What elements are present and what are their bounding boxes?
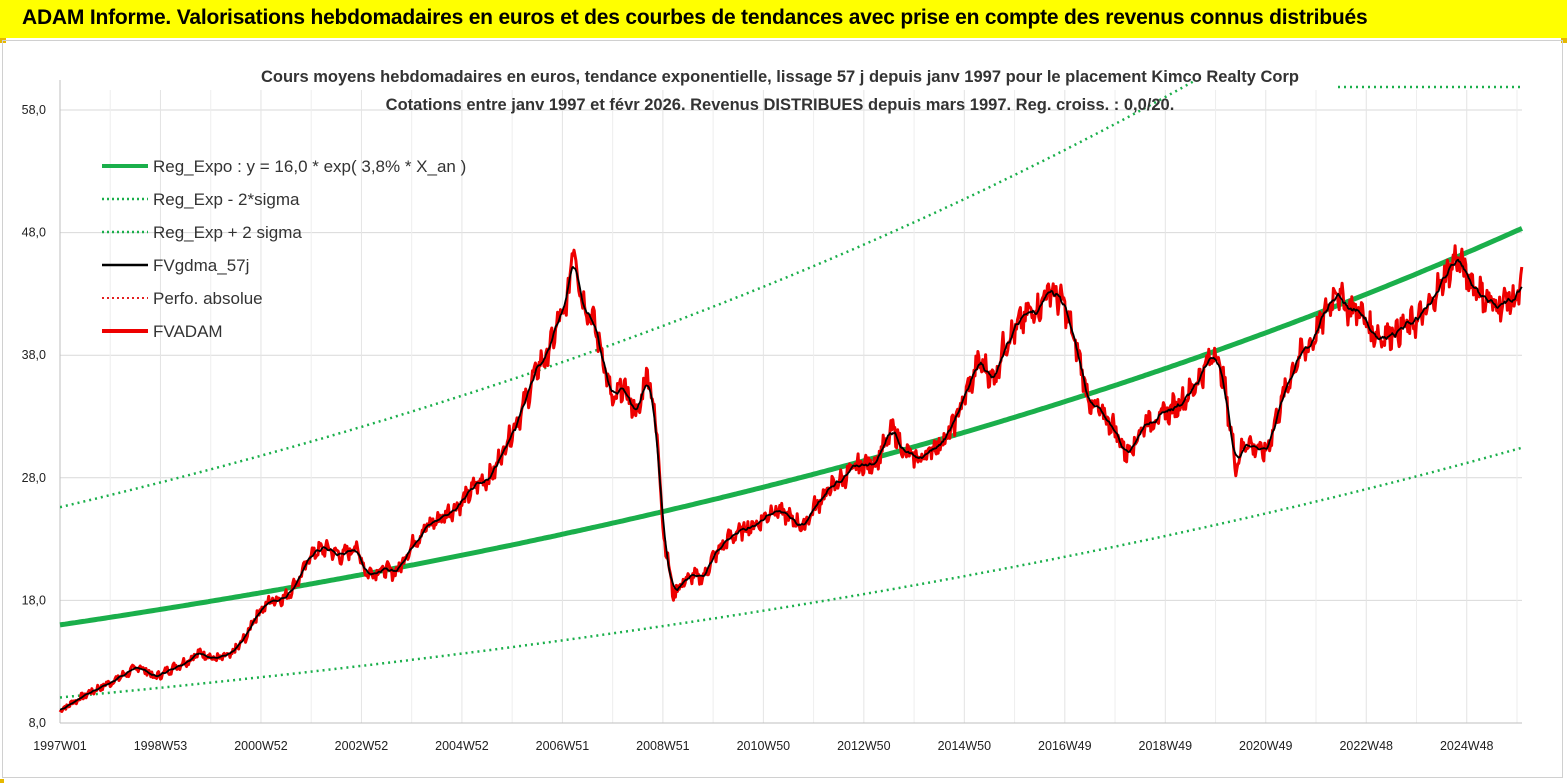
grid-lines bbox=[59, 80, 1522, 724]
y-tick-label: 48,0 bbox=[22, 226, 46, 240]
series-reg-expo bbox=[59, 226, 1524, 628]
x-tick-label: 2002W52 bbox=[335, 739, 389, 753]
legend-label: Reg_Exp + 2 sigma bbox=[153, 223, 302, 242]
y-tick-label: 18,0 bbox=[22, 593, 46, 607]
legend-label: FVADAM bbox=[153, 322, 223, 341]
accent-bar-right bbox=[1561, 38, 1567, 43]
x-tick-label: 2014W50 bbox=[938, 739, 992, 753]
y-tick-label: 58,0 bbox=[22, 103, 46, 117]
y-axis-ticks: 8,0 18,0 28,0 38,0 48,0 58,0 bbox=[22, 103, 46, 730]
y-tick-label: 8,0 bbox=[29, 716, 46, 730]
line-chart: Cours moyens hebdomadaires en euros, ten… bbox=[22, 68, 1524, 753]
chart-frame bbox=[2, 40, 1563, 778]
x-tick-label: 2024W48 bbox=[1440, 739, 1494, 753]
x-tick-label: 1998W53 bbox=[134, 739, 188, 753]
x-tick-label: 2008W51 bbox=[636, 739, 690, 753]
series-fvadam bbox=[58, 244, 1524, 713]
y-tick-label: 38,0 bbox=[22, 348, 46, 362]
x-tick-label: 2016W49 bbox=[1038, 739, 1092, 753]
x-tick-label: 2022W48 bbox=[1339, 739, 1393, 753]
accent-corner bbox=[0, 779, 4, 783]
x-tick-label: 2004W52 bbox=[435, 739, 489, 753]
y-tick-label: 28,0 bbox=[22, 471, 46, 485]
x-tick-label: 2006W51 bbox=[536, 739, 590, 753]
x-tick-label: 2010W50 bbox=[737, 739, 791, 753]
legend-label: Reg_Exp - 2*sigma bbox=[153, 190, 300, 209]
legend-label: Perfo. absolue bbox=[153, 289, 263, 308]
report-title: ADAM Informe. Valorisations hebdomadaire… bbox=[22, 6, 1368, 29]
title-banner: ADAM Informe. Valorisations hebdomadaire… bbox=[0, 0, 1567, 38]
legend: Reg_Expo : y = 16,0 * exp( 3,8% * X_an )… bbox=[102, 157, 466, 341]
series-reg-low bbox=[59, 446, 1523, 699]
chart-subtitle-1: Cours moyens hebdomadaires en euros, ten… bbox=[261, 68, 1299, 86]
series-fvgdma bbox=[59, 258, 1523, 711]
chart-subtitle-2: Cotations entre janv 1997 et févr 2026. … bbox=[386, 96, 1175, 114]
x-tick-label: 1997W01 bbox=[33, 739, 87, 753]
x-tick-label: 2000W52 bbox=[234, 739, 288, 753]
x-tick-label: 2012W50 bbox=[837, 739, 891, 753]
legend-label: FVgdma_57j bbox=[153, 256, 249, 275]
x-tick-label: 2020W49 bbox=[1239, 739, 1293, 753]
x-axis-ticks: 1997W01 1998W53 2000W52 2002W52 2004W52 2006W… bbox=[33, 739, 1493, 753]
x-tick-label: 2018W49 bbox=[1139, 739, 1193, 753]
legend-label: Reg_Expo : y = 16,0 * exp( 3,8% * X_an ) bbox=[153, 157, 466, 176]
series-lines bbox=[58, 80, 1524, 713]
